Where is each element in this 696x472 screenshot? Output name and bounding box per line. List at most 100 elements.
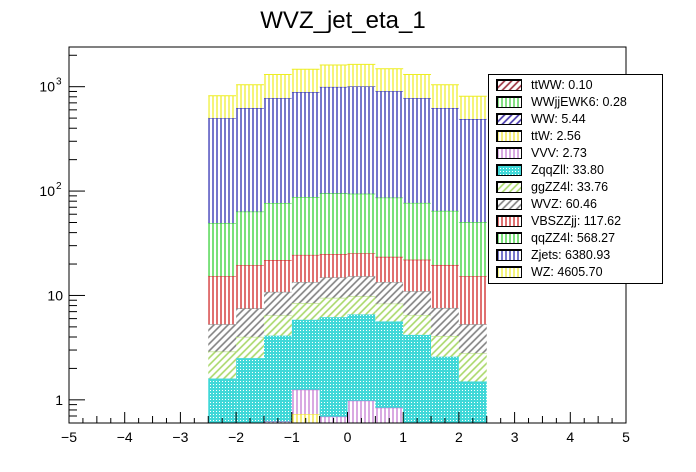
bar-vbszzjj-bin-8 [431, 264, 459, 308]
series-wz [208, 63, 487, 119]
y-tick-label: 10 [39, 79, 55, 95]
bar-ggzz4l-bin-2 [263, 315, 292, 336]
legend-swatch [496, 249, 522, 261]
bar-qqzz4l-bin-2 [263, 203, 292, 261]
legend-entry-zjets: Zjets: 6380.93 [489, 247, 664, 264]
legend-label: ZqqZll: 33.80 [531, 163, 604, 177]
bar-wz-bin-0 [208, 95, 237, 119]
y-tick-exponent: 3 [56, 77, 62, 88]
bar-vbszzjj-bin-0 [208, 276, 237, 325]
bar-vbszzjj-bin-1 [236, 265, 264, 309]
bar-ggzz4l-bin-0 [208, 351, 237, 379]
legend-swatch [496, 181, 522, 193]
series-wvz [208, 275, 487, 354]
legend-swatch [496, 96, 522, 108]
bar-wz-bin-2 [263, 74, 292, 99]
bar-vbszzjj-bin-9 [458, 276, 487, 325]
bar-zqqzll-bin-2 [263, 335, 292, 422]
legend-label: Zjets: 6380.93 [531, 248, 611, 262]
bar-zjets-bin-2 [263, 98, 292, 204]
bar-zjets-bin-7 [403, 98, 432, 203]
x-tick-label: 3 [511, 429, 519, 445]
bar-zjets-bin-0 [208, 118, 237, 224]
legend-label: VBSZZjj: 117.62 [531, 214, 622, 228]
bar-wvz-bin-4 [319, 277, 348, 298]
bar-qqzz4l-bin-0 [208, 223, 237, 277]
y-tick-label: 1 [55, 392, 63, 408]
bar-wvz-bin-6 [375, 282, 404, 304]
legend-swatch [496, 79, 522, 91]
legend-label: ggZZ4l: 33.76 [531, 180, 609, 194]
legend-entry-ggzz4l: ggZZ4l: 33.76 [489, 179, 664, 196]
legend-entry-wwjjewk6: WWjjEWK6: 0.28 [489, 94, 664, 111]
bar-zjets-bin-1 [236, 108, 264, 212]
legend-entry-ttww: ttWW: 0.10 [489, 77, 664, 94]
bar-vbszzjj-bin-4 [319, 254, 348, 278]
bar-ggzz4l-bin-3 [291, 303, 320, 320]
bar-ggzz4l-bin-9 [458, 353, 487, 382]
bar-zqqzll-bin-6 [375, 321, 404, 408]
bar-zqqzll-bin-1 [236, 358, 264, 423]
bar-qqzz4l-bin-8 [431, 210, 459, 265]
bar-qqzz4l-bin-6 [375, 197, 404, 257]
bar-wvz-bin-9 [458, 324, 487, 354]
bar-wz-bin-8 [431, 84, 459, 109]
bar-wz-bin-5 [347, 64, 376, 87]
bar-wvz-bin-2 [263, 291, 292, 316]
legend-entry-zqqzll: ZqqZll: 33.80 [489, 162, 664, 179]
bar-ggzz4l-bin-1 [236, 336, 264, 359]
legend-label: VVV: 2.73 [531, 146, 587, 160]
x-axis: −5 −4 −3 −2 −1 0 1 2 3 4 5 [61, 412, 630, 445]
bar-zqqzll-bin-5 [347, 314, 376, 401]
y-tick-exponent: 2 [56, 181, 62, 192]
legend-entry-ttw: ttW: 2.56 [489, 128, 664, 145]
bar-qqzz4l-bin-3 [291, 197, 320, 255]
bar-qqzz4l-bin-1 [236, 211, 264, 266]
bar-zqqzll-bin-0 [208, 378, 237, 423]
bar-qqzz4l-bin-7 [403, 202, 432, 260]
bar-wz-bin-4 [319, 64, 348, 87]
bar-zqqzll-bin-8 [431, 356, 459, 423]
bar-vbszzjj-bin-6 [375, 256, 404, 283]
bar-vbszzjj-bin-3 [291, 254, 320, 283]
legend-entry-qqzz4l: qqZZ4l: 568.27 [489, 230, 664, 247]
bar-wvz-bin-5 [347, 276, 376, 297]
bar-vbszzjj-bin-2 [263, 260, 292, 292]
bar-zqqzll-bin-3 [291, 319, 320, 390]
legend-swatch [496, 266, 522, 278]
bar-zjets-bin-4 [319, 86, 348, 194]
x-tick-label: −4 [117, 429, 133, 445]
bar-wz-bin-9 [458, 96, 487, 119]
bar-qqzz4l-bin-9 [458, 222, 487, 277]
bar-ggzz4l-bin-5 [347, 296, 376, 315]
bar-vbszzjj-bin-7 [403, 259, 432, 292]
legend-swatch [496, 147, 522, 159]
bar-vvv-bin-3 [291, 389, 320, 415]
bar-vvv-bin-5 [347, 400, 376, 423]
bar-vbszzjj-bin-5 [347, 253, 376, 277]
bar-wz-bin-1 [236, 84, 264, 109]
legend-swatch [496, 164, 522, 176]
x-tick-label: −1 [284, 429, 300, 445]
series-vbszzjj [208, 252, 487, 325]
bar-ggzz4l-bin-7 [403, 315, 432, 335]
bar-zjets-bin-3 [291, 92, 320, 198]
bar-wz-bin-6 [375, 68, 404, 92]
y-tick-label: 10 [47, 287, 63, 303]
bar-wvz-bin-0 [208, 324, 237, 352]
bar-wz-bin-7 [403, 74, 432, 99]
x-tick-label: −5 [61, 429, 77, 445]
legend: ttWW: 0.10 WWjjEWK6: 0.28 WW: 5.44 ttW: 2.5… [488, 74, 663, 284]
bar-zqqzll-bin-4 [319, 317, 348, 417]
x-tick-label: 4 [566, 429, 574, 445]
legend-entry-ww: WW: 5.44 [489, 111, 664, 128]
bar-vvv-bin-6 [375, 407, 404, 423]
legend-swatch [496, 232, 522, 244]
y-tick-label: 10 [39, 183, 55, 199]
legend-entry-wvz: WVZ: 60.46 [489, 196, 664, 213]
legend-entry-vbszzjj: VBSZZjj: 117.62 [489, 213, 664, 230]
legend-entry-wz: WZ: 4605.70 [489, 264, 664, 281]
bar-zjets-bin-6 [375, 91, 404, 198]
legend-label: WVZ: 60.46 [531, 197, 597, 211]
